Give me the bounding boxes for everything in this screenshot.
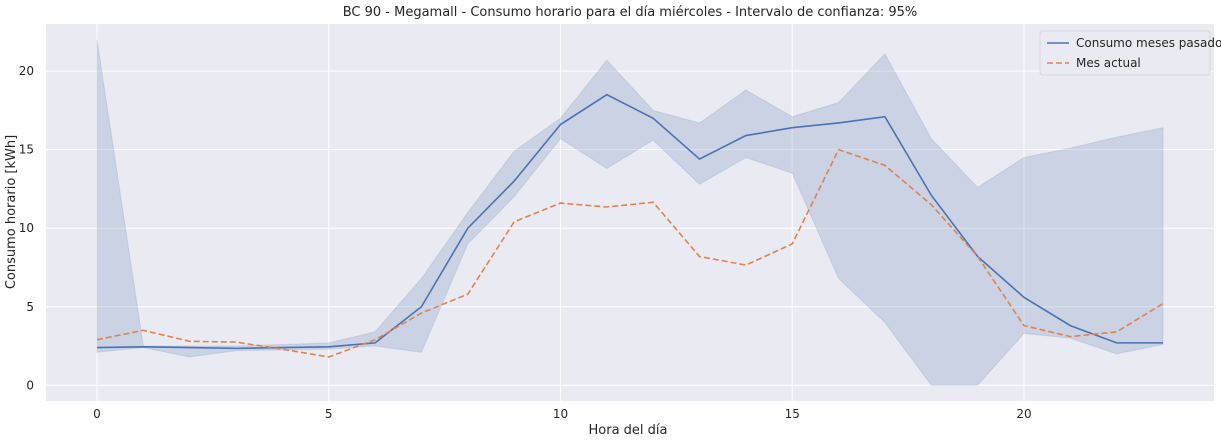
y-axis-label: Consumo horario [kWh] <box>4 135 19 289</box>
x-tick-label: 5 <box>325 407 333 421</box>
legend-label-series-1: Consumo meses pasados <box>1076 36 1221 50</box>
x-tick-label: 0 <box>93 407 101 421</box>
x-axis-label: Hora del día <box>589 423 668 438</box>
x-tick-label: 10 <box>553 407 568 421</box>
y-tick-label: 0 <box>26 378 34 392</box>
y-tick-labels: 0 5 10 15 20 <box>19 64 34 392</box>
confidence-interval-band <box>96 39 1164 386</box>
y-tick-label: 5 <box>26 300 34 314</box>
confidence-band <box>96 39 1164 386</box>
x-tick-label: 20 <box>1016 407 1031 421</box>
x-tick-label: 15 <box>785 407 800 421</box>
x-tick-labels: 0 5 10 15 20 <box>93 407 1031 421</box>
y-tick-label: 10 <box>19 221 34 235</box>
chart-title: BC 90 - Megamall - Consumo horario para … <box>343 5 918 20</box>
grid <box>46 24 1214 401</box>
legend-label-series-2: Mes actual <box>1076 56 1141 70</box>
y-tick-label: 20 <box>19 64 34 78</box>
plot-background <box>46 24 1214 401</box>
legend-box <box>1039 30 1211 76</box>
legend: Consumo meses pasados Mes actual <box>1039 30 1221 76</box>
series-line-2 <box>96 148 1164 358</box>
y-tick-label: 15 <box>19 143 34 157</box>
series-lines <box>96 93 1164 358</box>
